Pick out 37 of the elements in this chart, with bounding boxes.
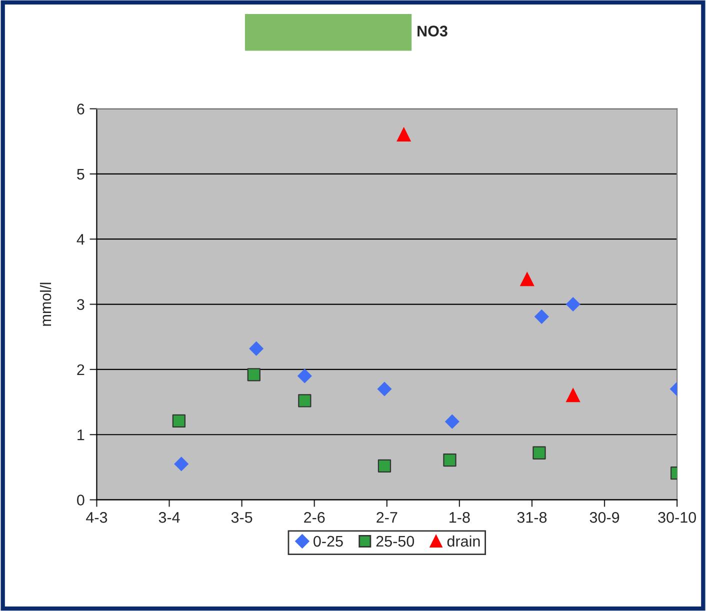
x-tick-label: 31-8 [517,512,547,523]
point [297,368,312,384]
y-tick-label: 5 [77,168,84,180]
point [520,272,534,286]
y-tick-label: 2 [77,364,84,375]
x-tick-label: 3-5 [231,512,252,523]
point [249,341,264,356]
point [532,446,546,460]
x-tick-label: 2-7 [376,512,398,523]
point [534,309,549,324]
point [247,368,260,382]
point [396,126,412,142]
point [566,388,580,402]
x-tick-label: 4-3 [86,512,108,523]
y-tick-label: 6 [77,104,84,114]
point [444,414,460,429]
point [377,382,392,396]
chart-title: NO3 [418,26,448,37]
point [298,394,312,408]
y-axis-title: mmol/l [40,282,52,326]
legend-label: 0-25 [314,536,343,547]
legend-label: 25-50 [376,536,414,547]
x-tick-label: 30-10 [658,512,696,523]
y-tick-label: 0 [77,494,84,506]
point [174,456,189,472]
point [378,459,392,472]
y-tick-label: 1 [78,430,84,440]
point [566,296,580,312]
legend-label: drain [447,535,480,547]
point [443,453,456,467]
point [172,414,186,428]
x-tick-label: 1-8 [450,512,470,523]
y-tick-label: 4 [76,234,84,245]
y-tick-label: 3 [77,299,84,310]
x-tick-label: 2-6 [304,512,325,523]
x-tick-label: 30-9 [590,512,620,523]
x-tick-label: 3-4 [158,512,180,523]
